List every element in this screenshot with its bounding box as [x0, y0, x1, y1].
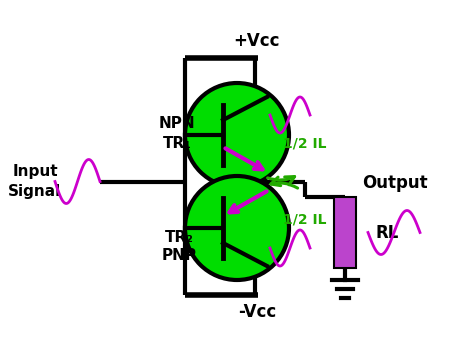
Text: 1/2 IL: 1/2 IL [283, 136, 327, 150]
Text: TR₁: TR₁ [163, 135, 191, 150]
Circle shape [185, 176, 289, 280]
Text: -Vcc: -Vcc [238, 303, 276, 321]
Text: NPN: NPN [159, 116, 195, 131]
Text: Input: Input [12, 164, 58, 179]
Text: Signal: Signal [9, 184, 62, 199]
Text: TR₂: TR₂ [164, 230, 193, 245]
Text: Output: Output [362, 174, 428, 192]
Text: RL: RL [375, 223, 399, 242]
Text: PNP: PNP [162, 248, 197, 263]
Bar [334, 197, 356, 268]
Text: +Vcc: +Vcc [234, 32, 280, 50]
Text: 1/2 IL: 1/2 IL [283, 213, 327, 227]
Circle shape [185, 83, 289, 187]
